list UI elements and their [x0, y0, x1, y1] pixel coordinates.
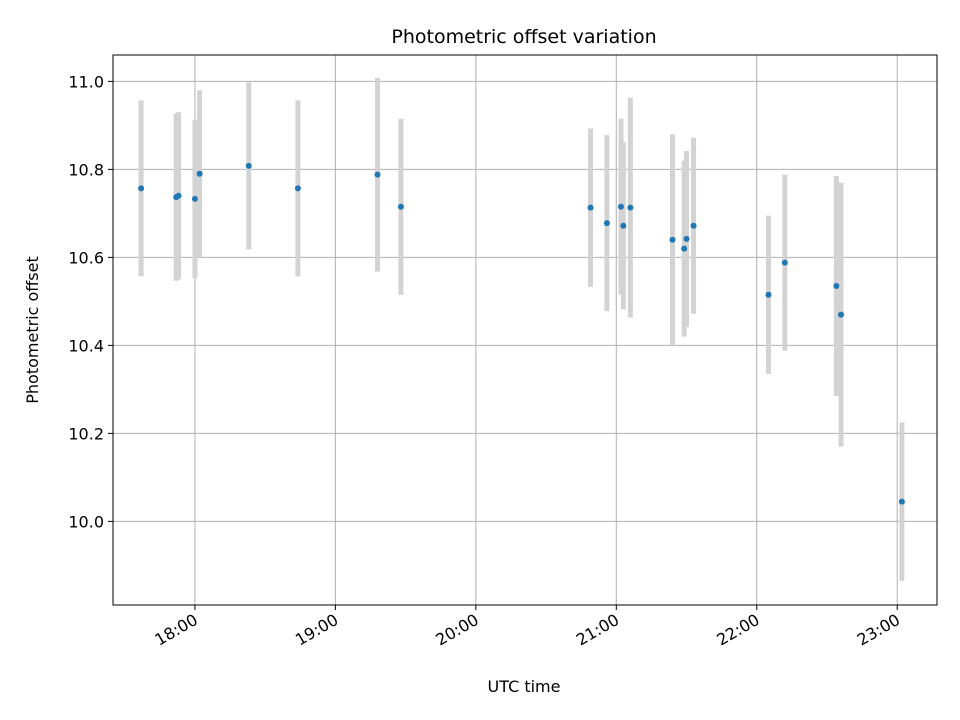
chart-title: Photometric offset variation — [391, 26, 656, 48]
data-point — [838, 311, 845, 318]
data-point — [833, 283, 840, 289]
data-point — [765, 291, 772, 298]
data-point — [374, 171, 381, 178]
data-point — [627, 204, 634, 211]
y-tick-label: 10.0 — [68, 512, 104, 531]
data-point — [603, 220, 610, 227]
y-tick-label: 10.8 — [68, 160, 104, 179]
y-tick-label: 10.4 — [68, 336, 104, 355]
data-point — [898, 498, 905, 505]
x-axis-title: UTC time — [488, 677, 561, 696]
y-axis-title: Photometric offset — [23, 256, 42, 404]
data-point — [397, 203, 404, 210]
y-tick-label: 10.2 — [68, 424, 104, 443]
data-point — [196, 170, 203, 177]
data-point — [617, 203, 624, 210]
data-point — [683, 235, 690, 242]
data-point — [669, 236, 676, 243]
data-point — [620, 222, 627, 229]
data-point — [175, 192, 182, 199]
y-tick-label: 11.0 — [68, 72, 104, 91]
y-axis: 10.0 10.2 10.4 10.6 10.8 11.0 — [68, 72, 113, 531]
data-point — [138, 185, 145, 192]
data-point — [245, 162, 252, 169]
data-point — [191, 195, 198, 202]
data-point — [681, 245, 688, 252]
y-tick-label: 10.6 — [68, 248, 104, 267]
data-point — [587, 204, 594, 211]
plot-frame — [112, 54, 938, 606]
data-points — [138, 162, 905, 505]
data-point — [781, 259, 788, 266]
data-point — [294, 185, 301, 192]
data-point — [690, 222, 697, 229]
